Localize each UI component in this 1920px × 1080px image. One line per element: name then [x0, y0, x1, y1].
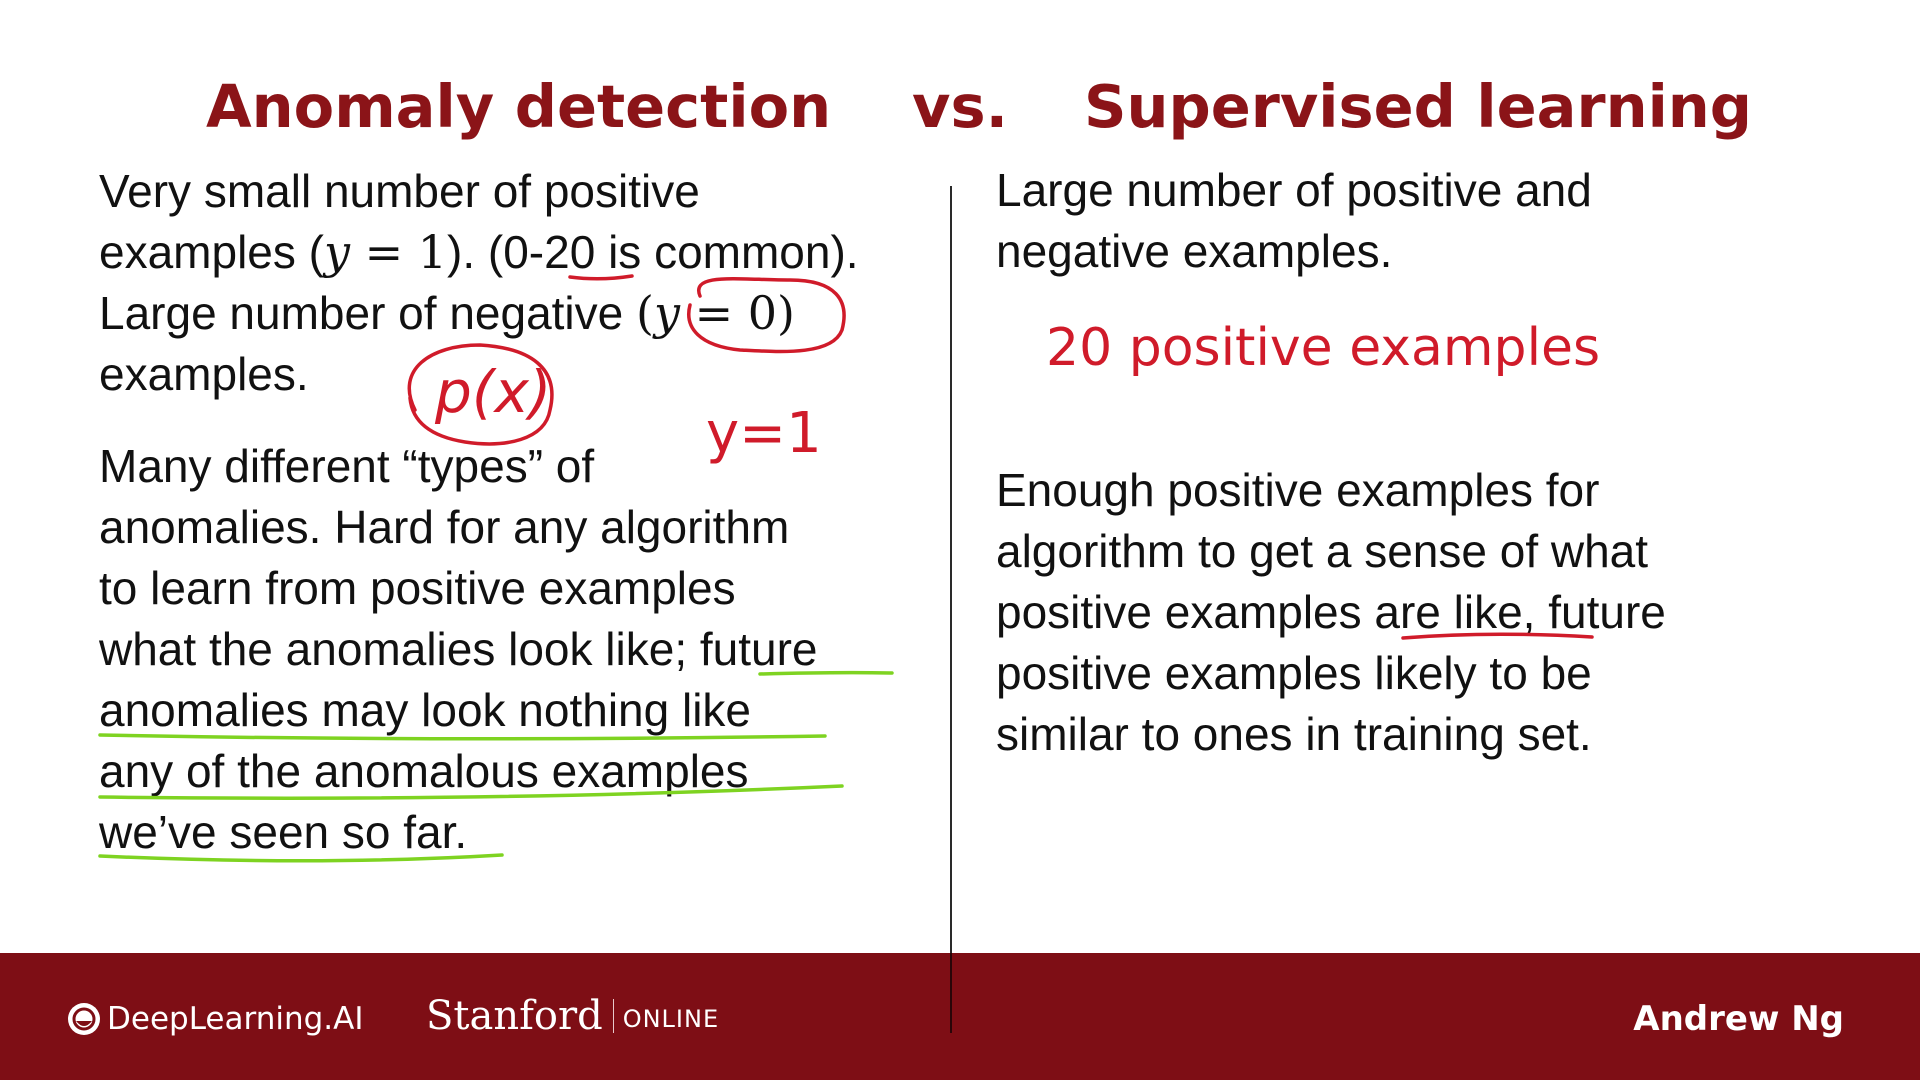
- math-fragment: = 1: [349, 225, 448, 279]
- deeplearning-ai-label: DeepLearning.AI: [107, 1001, 364, 1037]
- text-fragment: ). (0-20 is common).: [447, 226, 859, 278]
- stanford-online-logo: Stanford ONLINE: [426, 993, 719, 1039]
- presenter-name: Andrew Ng: [1633, 999, 1844, 1039]
- text-line: positive examples likely to be: [996, 647, 1592, 699]
- title-vs: vs.: [912, 72, 1008, 141]
- text-line: what the anomalies look like; future: [99, 623, 818, 675]
- stanford-label: Stanford: [426, 993, 603, 1039]
- text-line: Very small number of positive: [99, 165, 700, 217]
- online-label: ONLINE: [622, 1005, 720, 1033]
- text-line: anomalies. Hard for any algorithm: [99, 501, 790, 553]
- math-variable: y: [653, 286, 680, 340]
- column-divider: [950, 186, 952, 1036]
- math-variable: y: [323, 225, 350, 279]
- text-line: Enough positive examples for: [996, 464, 1600, 516]
- text-line: examples (y = 1). (0-20 is common).: [99, 222, 859, 283]
- text-line: anomalies may look nothing like: [99, 684, 752, 736]
- text-line: Large number of positive and: [996, 164, 1592, 216]
- title-supervised-learning: Supervised learning: [1084, 72, 1753, 141]
- anomaly-positive-examples-paragraph: Very small number of positive examples (…: [99, 161, 859, 405]
- annotation-20-positive-examples: 20 positive examples: [1046, 318, 1601, 378]
- math-expression: (y = 0): [636, 286, 795, 340]
- text-line: to learn from positive examples: [99, 562, 736, 614]
- footer-divider: [950, 953, 952, 1033]
- text-line: Many different “types” of: [99, 440, 595, 492]
- math-fragment: (: [636, 286, 654, 340]
- text-line: positive examples are like, future: [996, 586, 1666, 638]
- text-fragment: examples (: [99, 226, 324, 278]
- supervised-examples-paragraph: Large number of positive and negative ex…: [996, 160, 1592, 282]
- anomaly-types-paragraph: Many different “types” of anomalies. Har…: [99, 436, 818, 863]
- footer-bar: DeepLearning.AI Stanford ONLINE Andrew N…: [0, 953, 1920, 1080]
- text-line: we’ve seen so far.: [99, 806, 468, 858]
- supervised-enough-positives-paragraph: Enough positive examples for algorithm t…: [996, 460, 1666, 765]
- math-expression: y = 1: [324, 225, 447, 279]
- text-fragment: Large number of negative: [99, 287, 637, 339]
- text-line: negative examples.: [996, 225, 1393, 277]
- text-line: algorithm to get a sense of what: [996, 525, 1649, 577]
- text-line: examples.: [99, 348, 309, 400]
- slide-title: Anomaly detection vs. Supervised learnin…: [0, 72, 1920, 142]
- deeplearning-ai-icon: [68, 1003, 100, 1035]
- stanford-separator: [612, 999, 614, 1033]
- math-fragment: = 0): [679, 286, 795, 340]
- deeplearning-ai-logo: DeepLearning.AI: [67, 999, 363, 1039]
- text-line: similar to ones in training set.: [996, 708, 1592, 760]
- title-anomaly-detection: Anomaly detection: [206, 72, 832, 141]
- text-line: any of the anomalous examples: [99, 745, 749, 797]
- text-line: Large number of negative (y = 0): [99, 283, 859, 344]
